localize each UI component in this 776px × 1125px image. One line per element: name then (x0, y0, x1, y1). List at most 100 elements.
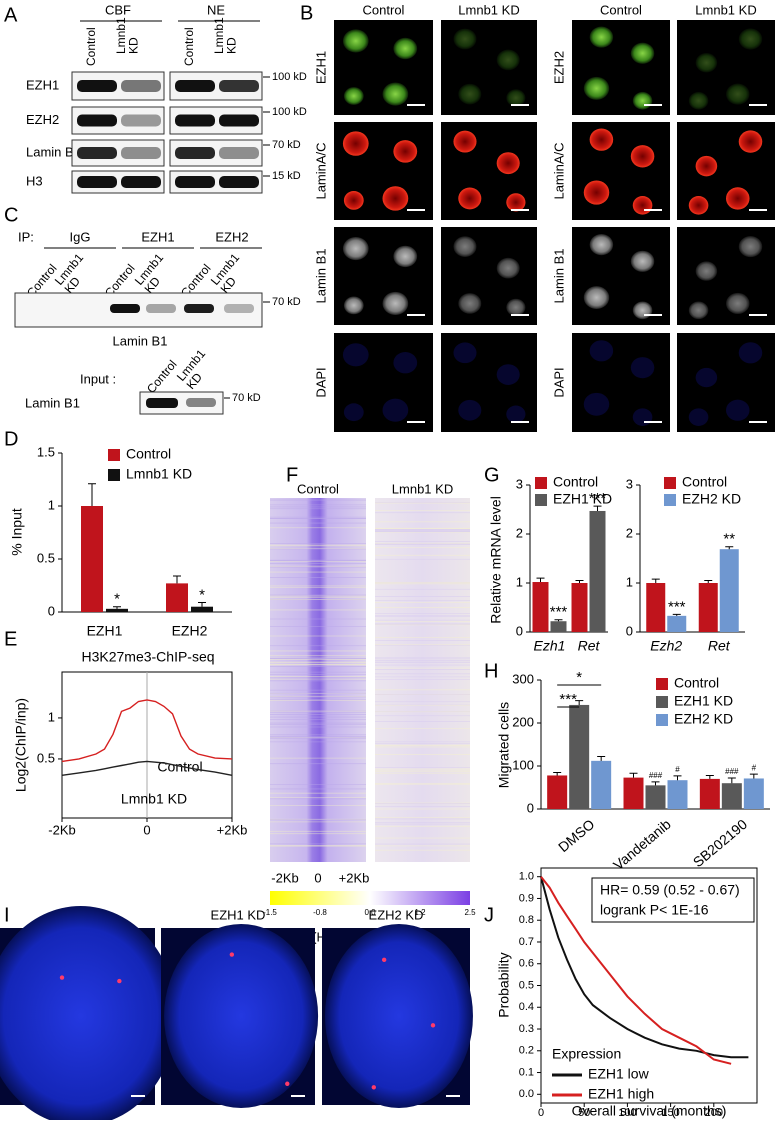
heatmap-title: Control (297, 481, 339, 496)
nucleus (342, 131, 369, 156)
image-label: EZH2 KD (369, 907, 424, 922)
legend-label: EZH1 KD (674, 693, 733, 709)
nucleus (393, 352, 418, 374)
label-line: KD (225, 37, 239, 54)
nucleus (632, 408, 653, 426)
error-bar (536, 577, 545, 583)
legend-label: EZH1 KD (553, 491, 612, 507)
blot-band (186, 398, 216, 407)
x-tick-label: -2Kb (48, 822, 75, 837)
row-label: EZH1 (313, 51, 328, 84)
y-tick-label: 0 (516, 623, 523, 638)
fish-dot (229, 952, 235, 957)
bar (569, 704, 590, 809)
error-bar (173, 575, 181, 584)
significance-label: * (576, 669, 582, 686)
bar (547, 775, 568, 809)
error-bar (198, 601, 206, 607)
bar (571, 583, 588, 632)
blot-band (219, 176, 259, 188)
nucleus (726, 83, 750, 105)
legend-swatch (656, 696, 668, 708)
micrograph (572, 122, 670, 220)
legend-label: EZH2 KD (682, 491, 741, 507)
error-bar (705, 774, 714, 779)
nucleus (453, 236, 477, 257)
significance-label: *** (668, 598, 686, 615)
blot-band (121, 80, 161, 92)
nucleus (506, 298, 526, 316)
lane-label: Lmnb1 KD (174, 344, 220, 392)
line-series (61, 760, 233, 776)
error-bar (575, 700, 584, 705)
colorbar-tick-label: -0.8 (313, 908, 327, 917)
y-tick-label: 1 (626, 574, 633, 589)
nucleus (164, 924, 319, 1108)
bar (645, 785, 666, 809)
blot-box (139, 391, 224, 415)
legend-label: EZH2 KD (674, 711, 733, 727)
y-tick-label: 3 (516, 476, 523, 491)
blot-band (121, 114, 161, 127)
nucleus (496, 257, 520, 279)
nucleus (632, 301, 653, 320)
error-bar (651, 781, 660, 786)
fish-dot (371, 1085, 376, 1090)
blot-label: Lamin B1 (113, 333, 168, 348)
legend-label: Control (126, 446, 171, 462)
nucleus (343, 190, 364, 210)
panel-letter: E (4, 628, 17, 650)
nucleus (738, 342, 763, 364)
y-tick-label: 0.5 (519, 979, 534, 991)
blot-band (219, 114, 259, 127)
bar (667, 780, 688, 809)
legend-swatch (656, 678, 668, 690)
panel-letter: J (484, 904, 494, 926)
fish-dot (430, 1023, 436, 1028)
panel-letter: F (286, 464, 298, 486)
y-tick-label: 100 (512, 757, 534, 772)
y-tick-label: 0.2 (519, 1045, 534, 1057)
blot-band (121, 176, 161, 188)
lane-label: Control (84, 27, 98, 66)
marker-label: 70 kD (272, 139, 301, 151)
nucleus (688, 195, 709, 215)
nucleus (688, 91, 709, 110)
marker-label: 70 kD (272, 296, 301, 308)
bar (589, 510, 606, 632)
nucleus (342, 29, 369, 53)
error-bar (88, 483, 96, 506)
line-series (61, 699, 233, 763)
bar (81, 506, 103, 612)
bar (166, 583, 188, 612)
row-label: Lamin B1 (551, 249, 566, 304)
input-label: Input : (80, 371, 116, 386)
nucleus (458, 83, 482, 105)
legend-label: Control (674, 675, 719, 691)
nucleus (382, 398, 409, 422)
x-tick-label: Ezh2 (650, 638, 682, 654)
group-label: EZH2 (215, 229, 248, 244)
error-bar (597, 756, 606, 761)
blot-band (77, 176, 117, 188)
column-label: Lmnb1 KD (695, 2, 756, 17)
significance-label: # (752, 763, 757, 772)
nucleus (342, 236, 369, 261)
bar (721, 783, 742, 809)
blot-band (175, 147, 215, 159)
blot-band (146, 304, 176, 313)
significance-label: * (199, 586, 205, 603)
nucleus (393, 37, 418, 60)
error-bar (704, 580, 713, 583)
nucleus (630, 250, 655, 272)
heatmap-x-tick: 0 (314, 870, 321, 885)
blot-label: Lamin B1 (25, 395, 80, 410)
nucleus (726, 187, 750, 210)
error-bar (553, 771, 562, 776)
legend-label: EZH1 low (588, 1066, 650, 1082)
blot-band (175, 80, 215, 92)
y-axis-label: Log2(ChIP/inp) (13, 698, 29, 792)
y-tick-label: 200 (512, 714, 534, 729)
y-tick-label: 2 (516, 525, 523, 540)
